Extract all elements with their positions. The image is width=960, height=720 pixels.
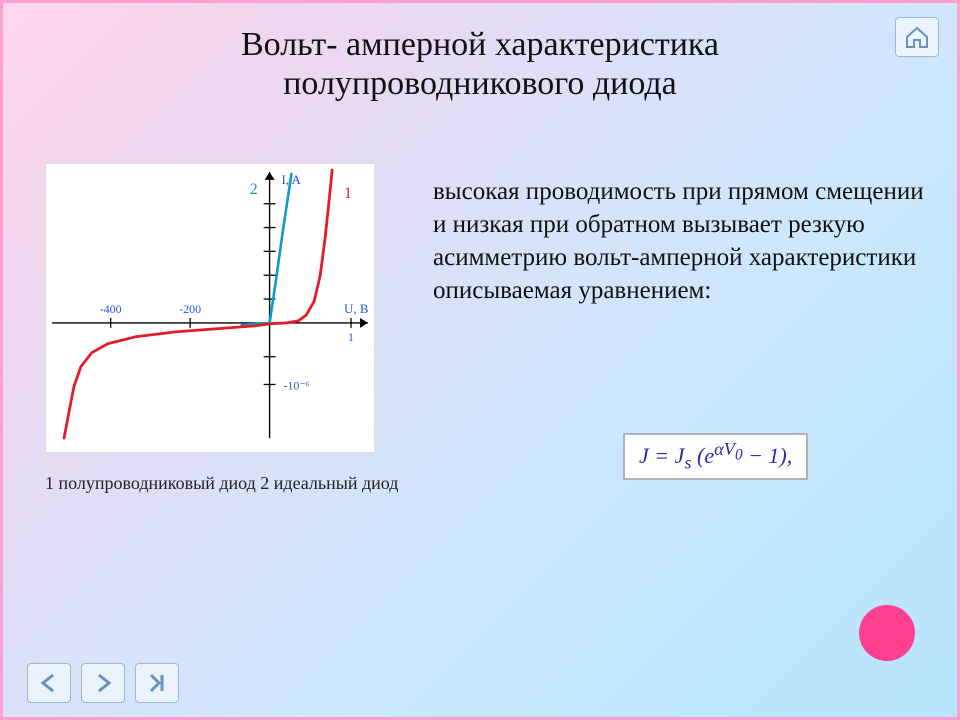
slide: Вольт- амперной характеристика полупрово… [0,0,960,720]
svg-text:1: 1 [344,185,352,202]
svg-text:-400: -400 [100,302,122,316]
svg-text:-200: -200 [179,302,201,316]
iv-chart: -400-2001I, AU, B-10⁻⁶21 [45,163,375,453]
decorative-dot [859,605,915,661]
slide-title: Вольт- амперной характеристика полупрово… [3,25,957,103]
last-button[interactable] [135,663,179,703]
title-line-1: Вольт- амперной характеристика [241,26,719,63]
equation-text: J = Js (eαV0 − 1), [639,443,792,468]
next-button[interactable] [81,663,125,703]
svg-text:2: 2 [250,181,258,198]
arrow-left-icon [37,673,61,693]
arrow-right-icon [91,673,115,693]
chart-caption: 1 полупроводниковый диод 2 идеальный дио… [45,471,405,495]
prev-button[interactable] [27,663,71,703]
arrow-end-icon [145,673,169,693]
title-line-2: полупроводникового диода [283,65,677,102]
equation-box: J = Js (eαV0 − 1), [623,433,808,480]
svg-text:U, B: U, B [344,301,368,316]
body-text: высокая проводимость при прямом смещении… [433,175,925,307]
svg-text:1: 1 [348,330,354,344]
svg-text:-10⁻⁶: -10⁻⁶ [283,378,309,392]
